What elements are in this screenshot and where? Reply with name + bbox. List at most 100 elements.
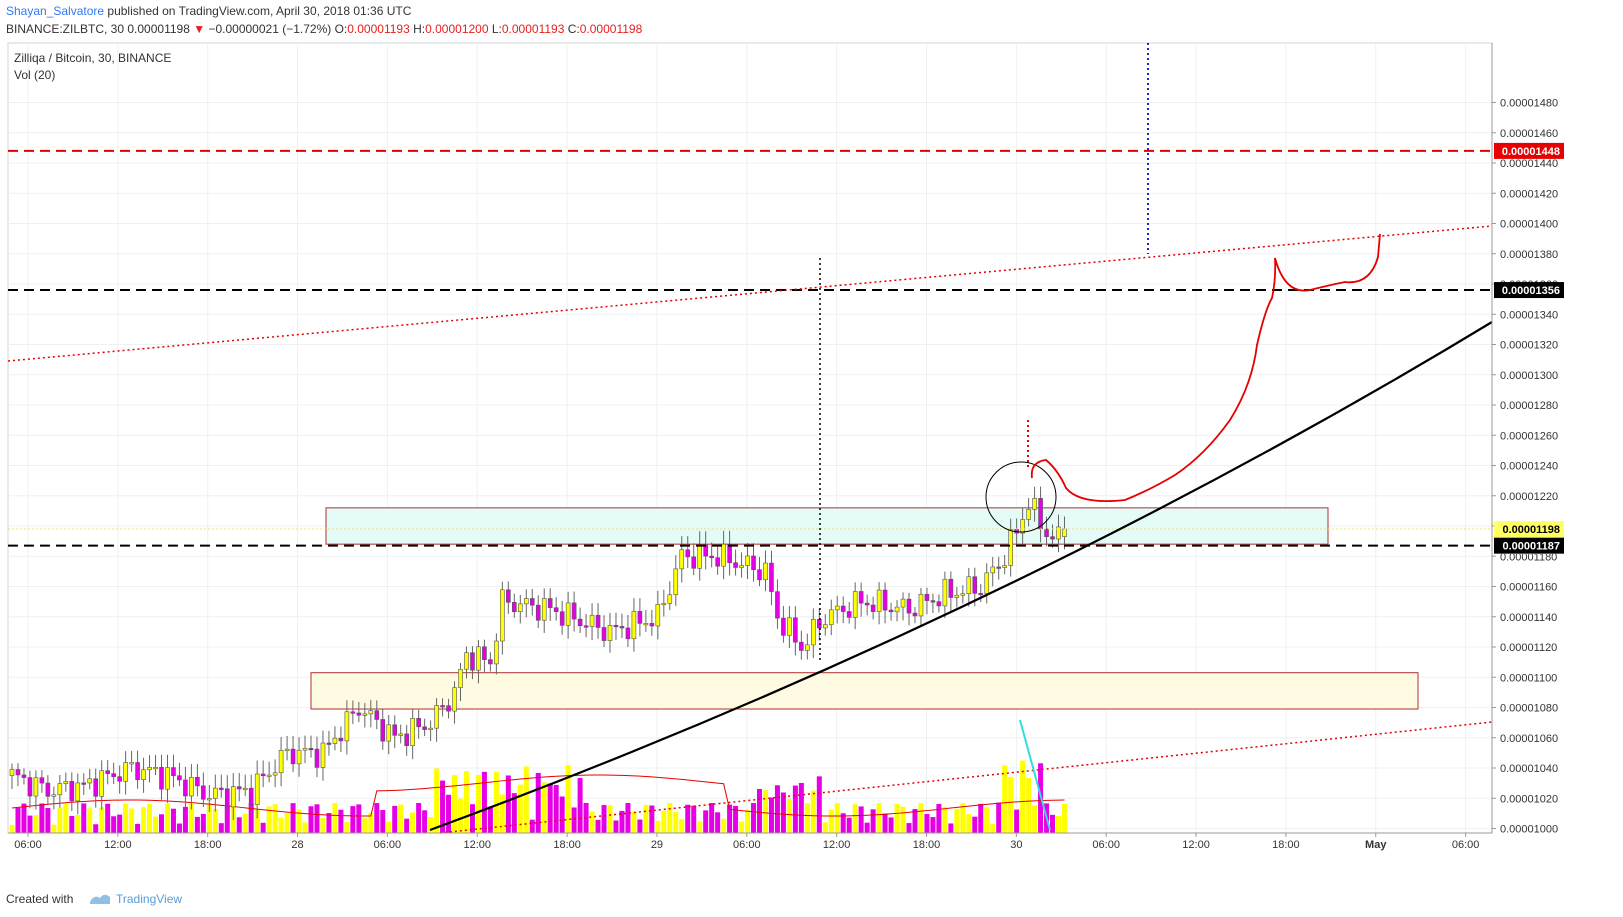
resistance-zone <box>325 507 1329 545</box>
candle-body <box>506 589 511 603</box>
symbol-label: BINANCE:ZILBTC, 30 <box>6 22 125 36</box>
volume-bar <box>816 776 822 833</box>
volume-bar <box>745 810 751 833</box>
volume-bar <box>822 822 828 833</box>
open-value: 0.00001193 <box>347 22 410 36</box>
volume-bar <box>631 811 637 833</box>
y-tick-label: 0.00001380 <box>1500 249 1558 261</box>
candle-body <box>410 717 415 746</box>
candle-body <box>440 705 445 708</box>
volume-bar <box>242 813 248 833</box>
volume-bar <box>236 817 242 833</box>
volume-bar <box>595 819 601 833</box>
volume-bar <box>577 778 583 833</box>
volume-bar <box>254 809 260 833</box>
candle-body <box>834 605 840 611</box>
upper-channel-trendline <box>7 225 1493 362</box>
candle-body <box>811 619 816 646</box>
volume-bar <box>147 803 153 833</box>
y-tick-label: 0.00001080 <box>1500 703 1558 715</box>
volume-bar <box>170 808 176 833</box>
candle-body <box>960 593 966 596</box>
candle-body <box>165 767 170 790</box>
volume-bar <box>619 810 625 833</box>
candle-body <box>805 644 810 651</box>
volume-bar <box>505 775 511 833</box>
y-tick-label: 0.00001480 <box>1500 98 1558 110</box>
candle-body <box>793 617 798 643</box>
volume-bar <box>350 806 356 833</box>
candle-body <box>201 785 206 800</box>
candle-body <box>183 779 188 797</box>
candle-body <box>446 705 451 712</box>
candle-body <box>452 687 457 712</box>
volume-bar <box>188 803 194 833</box>
volume-bar <box>422 810 428 833</box>
candle-body <box>356 712 362 716</box>
volume-bar <box>960 803 966 833</box>
candle-body <box>308 748 314 751</box>
publish-info: Shayan_Salvatore published on TradingVie… <box>6 4 411 18</box>
x-tick-label: 28 <box>291 839 303 851</box>
ohlc-line: BINANCE:ZILBTC, 30 0.00001198 ▼ −0.00000… <box>6 22 642 36</box>
candle-body <box>655 604 661 627</box>
candle-body <box>613 625 619 628</box>
candle-body <box>643 623 649 626</box>
candle-body <box>464 652 469 670</box>
y-tick-label: 0.00001140 <box>1500 612 1557 624</box>
tradingview-logo-icon[interactable] <box>88 888 112 908</box>
low-label: L: <box>491 22 502 36</box>
volume-bar <box>727 804 733 833</box>
volume-bar <box>1061 803 1067 833</box>
candle-body <box>470 652 475 671</box>
candle-body <box>745 555 750 566</box>
volume-bar <box>141 807 147 833</box>
volume-bar <box>69 815 75 833</box>
chart-area[interactable]: 0.00001480 0.00001460 0.00001440 0.00001420… <box>0 0 1623 883</box>
tradingview-brand-link[interactable]: TradingView <box>116 892 183 906</box>
volume-bar <box>768 797 774 833</box>
price-chart[interactable]: 0.00001480 0.00001460 0.00001440 0.00001420… <box>0 0 1623 878</box>
volume-bar <box>607 805 613 833</box>
volume-bar <box>864 822 870 833</box>
y-tick-label: 0.00001440 <box>1500 158 1558 170</box>
candle-body <box>428 727 433 730</box>
candle-body <box>105 770 110 774</box>
candle-body <box>362 713 368 716</box>
cyan-volume-line <box>1019 719 1051 831</box>
candle-body <box>45 782 51 797</box>
volume-bar <box>936 803 942 833</box>
y-tick-label: 0.00001020 <box>1500 793 1558 805</box>
candle-body <box>63 781 69 784</box>
volume-bar <box>511 793 517 833</box>
volume-bar <box>571 807 577 833</box>
close-value: 0.00001198 <box>579 22 643 36</box>
candle-body <box>320 742 326 768</box>
volume-bar <box>703 810 709 833</box>
candle-body <box>398 733 404 736</box>
volume-bar <box>434 768 440 833</box>
candle-body <box>290 748 296 765</box>
volume-bar <box>302 822 308 833</box>
price-label: 0.00001198 <box>1502 524 1560 536</box>
candle-body <box>769 562 774 592</box>
candle-body <box>787 617 792 636</box>
candle-body <box>733 562 738 568</box>
volume-bar <box>589 811 595 833</box>
candle-body <box>948 578 954 598</box>
candle-body <box>434 705 439 729</box>
x-tick-label: 06:00 <box>1092 839 1120 851</box>
volume-bar <box>218 823 224 833</box>
publish-text: published on TradingView.com, April 30, … <box>104 4 412 18</box>
volume-bar <box>320 817 326 833</box>
candle-body <box>386 724 392 742</box>
candle-body <box>601 627 607 641</box>
volume-bar <box>63 803 69 833</box>
volume-bar <box>1026 777 1032 833</box>
x-tick-label: 06:00 <box>1452 839 1480 851</box>
volume-bar <box>117 814 123 833</box>
candle-body <box>230 786 236 808</box>
candle-body <box>990 566 996 574</box>
candle-body <box>404 733 409 746</box>
author-link[interactable]: Shayan_Salvatore <box>6 4 105 18</box>
